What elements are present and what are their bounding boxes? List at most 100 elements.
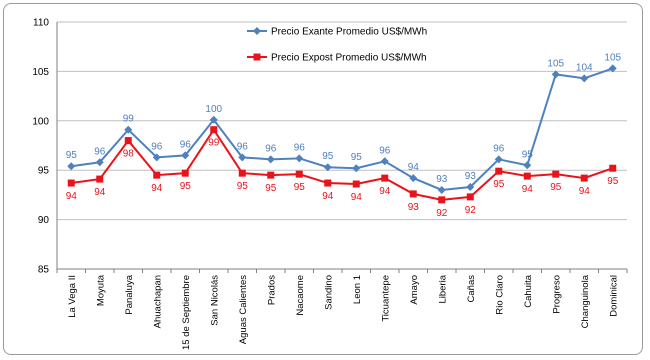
data-point <box>580 174 588 182</box>
data-point <box>124 125 133 134</box>
data-label: 95 <box>66 150 78 161</box>
x-tick-label: Prados <box>266 275 277 305</box>
data-label: 95 <box>522 149 534 160</box>
x-tick-label: Leon 1 <box>352 275 363 304</box>
data-label: 94 <box>151 183 163 194</box>
data-label: 100 <box>205 104 222 115</box>
data-label: 104 <box>576 62 593 73</box>
data-label: 95 <box>322 151 334 162</box>
data-label: 95 <box>550 182 562 193</box>
data-label: 95 <box>180 181 192 192</box>
data-point <box>152 153 161 162</box>
data-point <box>466 193 474 201</box>
x-tick-label: Sandino <box>323 275 334 310</box>
legend-label: Precio Exante Promedio US$/MWh <box>271 27 427 38</box>
data-label: 93 <box>465 171 477 182</box>
data-point <box>438 196 446 204</box>
data-label: 93 <box>408 202 420 213</box>
data-point <box>551 70 560 79</box>
data-point <box>67 162 76 171</box>
series-line <box>71 127 614 201</box>
data-point <box>96 175 104 183</box>
data-point <box>124 137 132 145</box>
data-point <box>266 155 275 164</box>
legend-item-exante: Precio Exante Promedio US$/MWh <box>247 27 427 38</box>
data-label: 92 <box>436 208 448 219</box>
legend-marker <box>253 53 261 61</box>
x-tick-label: Rio Claro <box>494 275 505 315</box>
data-label: 94 <box>379 186 391 197</box>
x-tick-label: San Nicolás <box>209 275 220 326</box>
data-point <box>352 164 361 173</box>
data-point <box>238 153 247 162</box>
data-label: 96 <box>379 145 391 156</box>
y-axis-ticks: 85 90 95 100 105 110 <box>32 18 49 276</box>
y-tick-label: 110 <box>33 18 49 29</box>
data-point <box>580 74 589 83</box>
data-point <box>95 158 104 167</box>
data-point <box>523 172 531 180</box>
data-point <box>437 185 446 194</box>
x-tick-label: Changuinola <box>580 274 591 328</box>
data-label: 96 <box>151 141 163 152</box>
x-tick-label: Progreso <box>551 275 562 314</box>
data-point <box>209 115 218 124</box>
x-tick-label: Cañas <box>466 275 477 303</box>
x-tick-label: Ticuantepe <box>380 275 391 322</box>
data-label: 94 <box>579 186 591 197</box>
series-exante: 95 96 99 96 96 100 96 96 96 95 95 96 94 93 93 96 95 105 10… <box>66 52 622 194</box>
data-label: 95 <box>265 183 277 194</box>
data-label: 99 <box>123 114 135 125</box>
data-label: 98 <box>123 149 135 160</box>
data-point <box>609 164 617 172</box>
x-tick-label: Nacaome <box>295 275 306 316</box>
data-label: 95 <box>294 182 306 193</box>
data-point <box>495 167 503 175</box>
data-label: 94 <box>322 191 334 202</box>
data-label: 95 <box>237 181 249 192</box>
data-label: 94 <box>522 184 534 195</box>
data-point <box>324 179 332 187</box>
data-point <box>295 170 303 178</box>
chart-frame <box>3 3 643 355</box>
data-point <box>409 190 417 198</box>
y-tick-label: 85 <box>38 265 50 276</box>
series-group: 95 96 99 96 96 100 96 96 96 95 95 96 94 93 93 96 95 105 10… <box>66 52 622 218</box>
data-label: 94 <box>66 191 78 202</box>
x-tick-label: Ahuachapan <box>152 275 163 328</box>
x-tick-label: Aguas Calientes <box>238 275 249 344</box>
legend-label: Precio Expost Promedio US$/MWh <box>271 53 427 64</box>
x-tick-label: Cahuita <box>523 274 534 307</box>
data-label: 95 <box>607 176 619 187</box>
data-point <box>210 126 218 134</box>
y-tick-label: 90 <box>38 215 50 226</box>
data-label: 99 <box>208 138 220 149</box>
data-point <box>295 154 304 163</box>
data-point <box>466 182 475 191</box>
data-point <box>323 163 332 172</box>
x-tick-label: Moyuta <box>95 274 106 306</box>
x-axis-ticks: La Vega II Moyuta Panaluya Ahuachapan 15 de … <box>67 274 620 350</box>
data-label: 96 <box>180 139 192 150</box>
legend: Precio Exante Promedio US$/MWh Precio Exp… <box>247 27 427 64</box>
x-tick-label: 15 de Septiembre <box>181 275 192 350</box>
data-label: 96 <box>94 146 106 157</box>
data-label: 92 <box>465 205 477 216</box>
data-point <box>523 161 532 170</box>
data-point <box>181 151 190 160</box>
data-point <box>352 180 360 188</box>
data-label: 94 <box>408 162 420 173</box>
axes <box>56 22 628 273</box>
data-label: 93 <box>436 174 448 185</box>
data-label: 105 <box>604 52 621 63</box>
data-label: 105 <box>547 58 564 69</box>
y-tick-label: 105 <box>32 67 49 78</box>
data-point <box>267 171 275 179</box>
data-label: 96 <box>493 143 505 154</box>
x-tick-label: Amayo <box>409 275 420 305</box>
data-point <box>494 155 503 164</box>
y-tick-label: 95 <box>38 166 50 177</box>
data-label: 94 <box>94 187 106 198</box>
data-point <box>380 157 389 166</box>
